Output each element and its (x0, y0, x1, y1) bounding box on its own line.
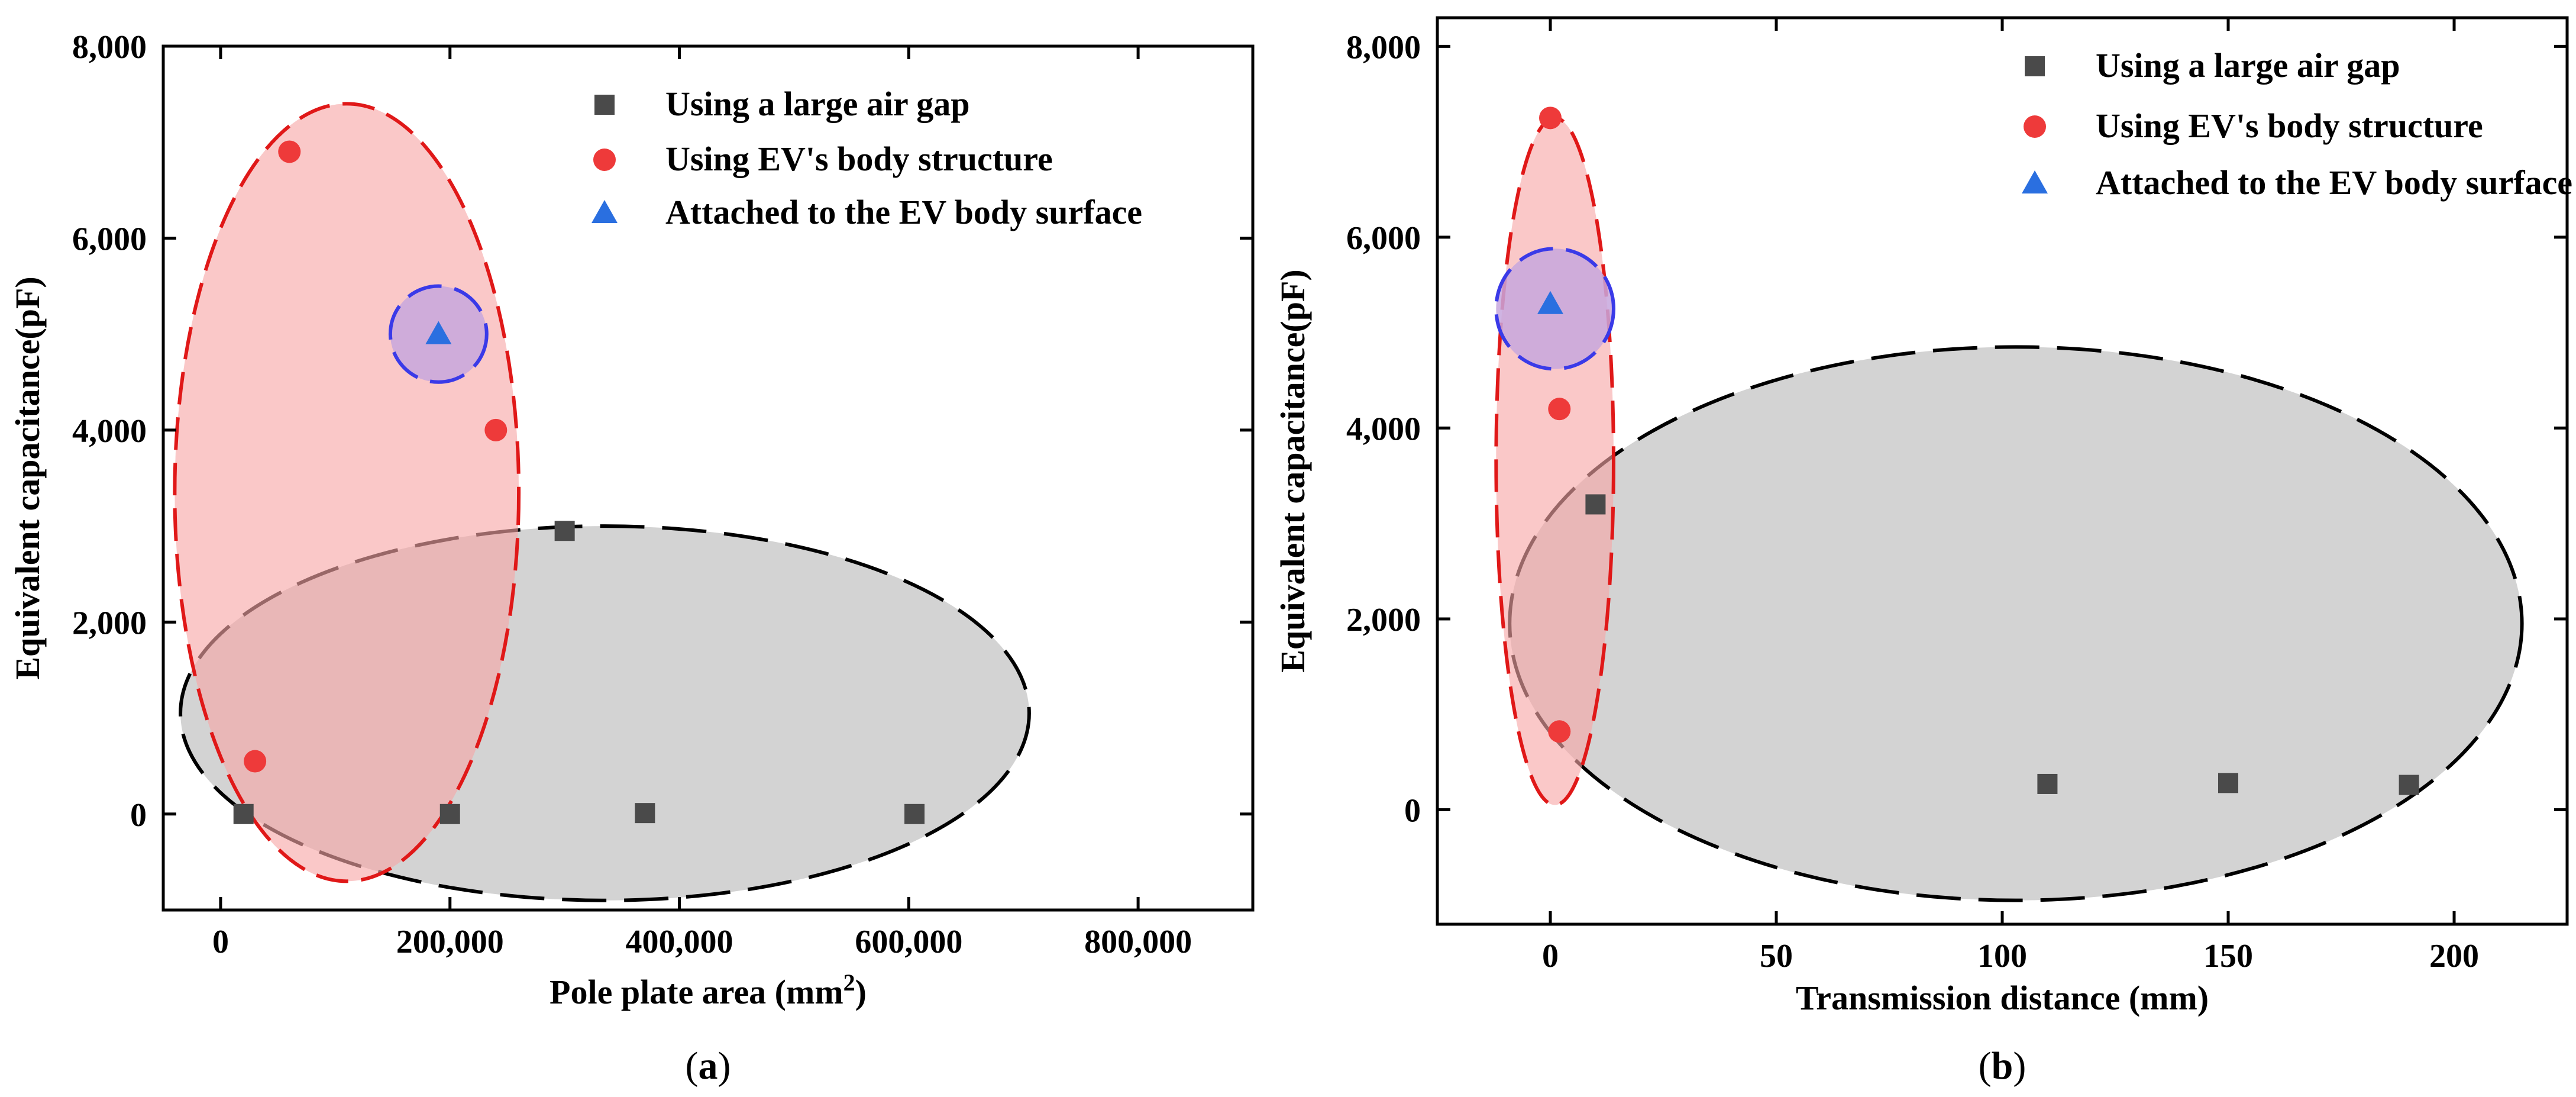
x-tick-label: 0 (1542, 938, 1559, 975)
y-axis-label-b: Equivalent capacitance(pF) (1274, 269, 1312, 672)
x-tick-label: 0 (212, 924, 229, 960)
circle-icon (593, 149, 616, 171)
x-tick-label: 600,000 (855, 924, 962, 960)
region-red-ellipse (173, 102, 521, 883)
y-axis-label-a: Equivalent capacitance(pF) (8, 276, 47, 679)
y-tick-label: 2,000 (72, 605, 147, 641)
data-point-square (1585, 494, 1606, 515)
y-tick-label: 2,000 (1346, 602, 1421, 638)
legend-label: Using EV's body structure (665, 140, 1053, 178)
x-tick-label: 50 (1760, 938, 1793, 975)
data-point-square (635, 803, 655, 824)
data-point-square (233, 804, 254, 824)
legend-label: Using a large air gap (665, 85, 970, 123)
square-icon (594, 95, 615, 115)
data-point-square (2399, 775, 2419, 795)
legend-a: Using a large air gap Using EV's body str… (592, 85, 1142, 231)
data-point-square (2218, 773, 2238, 793)
x-tick-label: 200,000 (396, 924, 504, 960)
x-axis-label-b: Transmission distance (mm) (1796, 979, 2209, 1017)
data-point-circle (1548, 398, 1571, 421)
data-point-circle (244, 750, 267, 773)
data-point-square (904, 804, 925, 824)
x-tick-label: 100 (1977, 938, 2027, 975)
panel-label-a: (a) (686, 1044, 731, 1088)
y-tick-label: 4,000 (72, 413, 147, 450)
y-tick-label: 0 (1404, 792, 1421, 829)
data-point-square (554, 521, 575, 541)
y-tick-label: 8,000 (72, 29, 147, 66)
data-point-circle (484, 418, 508, 441)
x-axis-label-a: Pole plate area (mm2) (550, 969, 867, 1011)
legend-label: Attached to the EV body surface (665, 193, 1142, 231)
data-point-square (439, 804, 460, 824)
x-tick-label: 400,000 (626, 924, 733, 960)
legend-label: Attached to the EV body surface (2096, 163, 2572, 202)
y-tick-label: 8,000 (1346, 29, 1421, 66)
chart-panel-b: 0 50 100 150 200 0 2,000 4,000 6,000 8,000 Using … (1274, 16, 2572, 1088)
triangle-icon (2022, 170, 2048, 193)
legend-label: Using EV's body structure (2096, 107, 2483, 145)
data-point-square (2037, 773, 2058, 794)
triangle-icon (592, 200, 618, 223)
region-red-ellipse (1494, 116, 1615, 807)
data-point-triangle (1537, 291, 1563, 314)
y-tick-label: 6,000 (72, 221, 147, 257)
chart-panel-a: 0 200,000 400,000 600,000 800,000 0 2,000 4,000… (8, 29, 1255, 1088)
y-tick-label: 0 (130, 797, 147, 834)
plot-frame-a (161, 44, 1255, 912)
region-gray-ellipse (1508, 345, 2524, 902)
x-tick-label: 150 (2203, 938, 2253, 975)
data-point-circle (278, 140, 301, 163)
legend-b: Using a large air gap Using EV's body str… (2022, 46, 2572, 202)
y-tick-label: 6,000 (1346, 220, 1421, 257)
data-point-circle (1548, 720, 1571, 743)
panel-label-b: (b) (1979, 1044, 2026, 1088)
data-point-circle (1539, 107, 1562, 130)
x-tick-label: 200 (2429, 938, 2479, 975)
square-icon (2025, 56, 2045, 76)
legend-label: Using a large air gap (2096, 46, 2400, 85)
x-tick-label: 800,000 (1084, 924, 1192, 960)
y-tick-label: 4,000 (1346, 411, 1421, 447)
data-point-triangle (425, 321, 452, 344)
circle-icon (2024, 115, 2046, 138)
